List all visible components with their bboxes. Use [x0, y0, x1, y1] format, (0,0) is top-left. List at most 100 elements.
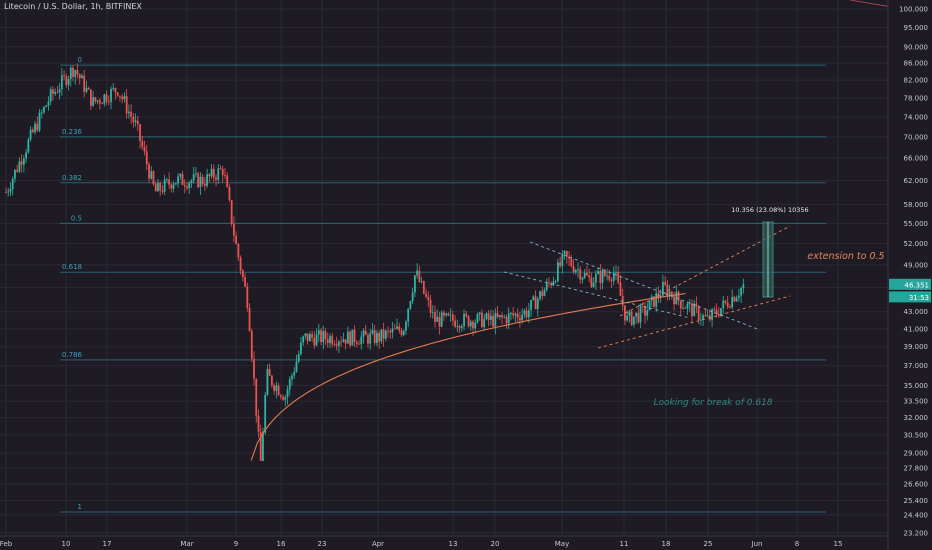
chart-title: Litecoin / U.S. Dollar, 1h, BITFINEX: [4, 2, 142, 11]
candle-body: [105, 94, 108, 102]
candle-body: [161, 190, 164, 192]
candle-body: [342, 339, 345, 342]
candle-body: [121, 96, 124, 100]
candle-body: [641, 306, 644, 307]
candle-body: [396, 326, 398, 329]
candle-body: [304, 333, 307, 337]
candle-body: [393, 328, 396, 330]
candle-body: [168, 179, 171, 185]
candle-body: [601, 270, 604, 283]
candle-body: [367, 334, 369, 344]
candle-body: [116, 92, 119, 96]
candle-body: [324, 331, 327, 340]
candle-body: [514, 313, 517, 316]
candle-body: [425, 293, 427, 297]
x-tick-label: 13: [449, 540, 458, 548]
candle-body: [559, 262, 562, 266]
candle-body: [186, 186, 188, 189]
candle-body: [284, 397, 287, 400]
x-tick-label: 9: [234, 540, 238, 548]
candle-body: [691, 303, 693, 317]
candle-body: [65, 75, 68, 85]
candle-body: [101, 103, 103, 105]
candle-body: [317, 330, 320, 335]
candle-body: [621, 296, 624, 306]
candle-body: [322, 331, 325, 343]
candle-body: [58, 89, 61, 93]
candle-body: [7, 191, 10, 193]
candle-body: [199, 176, 202, 188]
candle-body: [581, 277, 584, 280]
candle-body: [498, 315, 501, 317]
x-tick-label: 15: [834, 540, 843, 548]
candle-body: [259, 431, 262, 461]
candle-body: [505, 316, 508, 324]
y-tick-label-right: 33.500: [904, 398, 929, 406]
candle-body: [418, 270, 421, 282]
countdown-tag: [889, 291, 931, 303]
candle-body: [646, 310, 649, 316]
candle-body: [612, 272, 615, 281]
candle-body: [536, 298, 539, 310]
candle-body: [228, 187, 231, 201]
candle-body: [445, 313, 448, 316]
candle-body: [420, 281, 423, 282]
candle-body: [449, 314, 452, 316]
candle-body: [197, 173, 200, 188]
candle-body: [416, 270, 419, 276]
candle-body: [308, 334, 311, 342]
candle-body: [487, 313, 490, 320]
candle-body: [130, 111, 133, 117]
candle-body: [181, 174, 184, 185]
candle-body: [630, 311, 633, 325]
candle-body: [183, 184, 186, 187]
candle-body: [358, 343, 360, 345]
candle-body: [14, 169, 16, 179]
candle-body: [599, 271, 602, 283]
trendline-dashed: [503, 271, 691, 319]
candle-body: [136, 120, 139, 125]
candle-body: [378, 332, 381, 342]
candle-body: [583, 273, 586, 278]
candle-body: [561, 253, 564, 266]
candle-body: [159, 182, 162, 191]
candle-body: [264, 394, 267, 433]
candle-body: [27, 139, 30, 153]
candle-body: [722, 300, 725, 309]
candle-body: [20, 161, 23, 165]
candle-body: [565, 250, 568, 257]
candle-body: [603, 270, 606, 276]
candle-body: [527, 310, 530, 318]
candle-body: [239, 257, 242, 271]
candle-body: [391, 328, 394, 333]
candle-body: [353, 329, 356, 343]
y-tick-label-right: 30.500: [904, 431, 929, 439]
candle-body: [253, 358, 255, 379]
y-tick-label-right: 26.600: [904, 480, 929, 488]
candle-body: [92, 97, 95, 106]
candle-body: [40, 112, 43, 114]
candle-body: [494, 313, 497, 327]
candle-body: [516, 313, 519, 318]
support-curve: [250, 292, 686, 461]
y-tick-label-right: 100.000: [899, 6, 928, 14]
candle-body: [543, 289, 546, 296]
y-tick-label-right: 41.000: [904, 325, 929, 333]
candle-body: [659, 295, 662, 298]
candle-body: [119, 95, 121, 97]
candle-body: [219, 168, 222, 169]
candle-body: [282, 396, 284, 400]
candle-body: [673, 296, 675, 305]
candle-body: [684, 307, 687, 309]
candle-body: [331, 336, 334, 345]
candle-body: [190, 180, 193, 183]
trendline-dashed: [529, 241, 761, 331]
candle-body: [302, 336, 305, 343]
x-tick-label: 8: [795, 540, 799, 548]
candle-body: [478, 312, 481, 315]
fib-level-label: 0.382: [62, 174, 82, 182]
candle-body: [552, 281, 555, 286]
candle-body: [737, 295, 740, 298]
